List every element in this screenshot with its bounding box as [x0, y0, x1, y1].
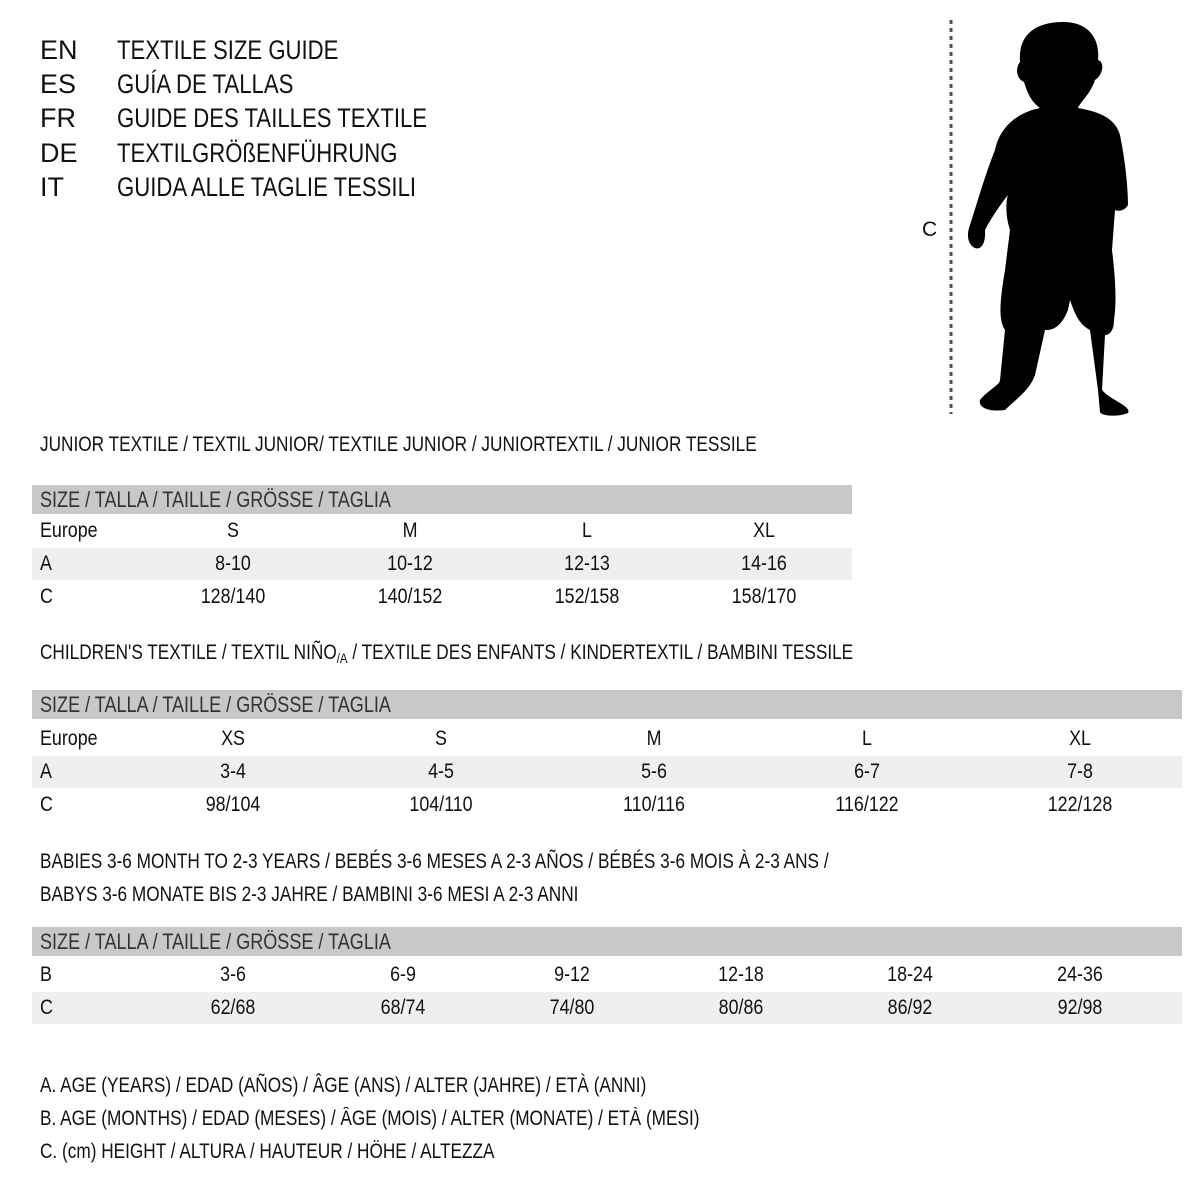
size-header-text: SIZE / TALLA / TAILLE / GRÖSSE / TAGLIA	[40, 929, 391, 954]
table-cell: 116/122	[835, 793, 899, 816]
table-cell: 4-5	[428, 760, 454, 783]
title-text: GUÍA DE TALLAS	[117, 69, 294, 99]
title-text: TEXTILE SIZE GUIDE	[117, 35, 339, 65]
table-cell: 3-4	[220, 760, 246, 783]
row-label: B	[40, 963, 52, 986]
title-text: GUIDE DES TAILLES TEXTILE	[117, 103, 428, 133]
table-cell: 3-6	[220, 963, 246, 986]
table-cell: 80/86	[718, 996, 764, 1019]
table-cell: 158/170	[731, 585, 797, 608]
table-cell: S	[227, 519, 239, 542]
title-part: / TEXTILE DES ENFANTS / KINDERTEXTIL / B…	[347, 641, 854, 664]
table-cell: 68/74	[380, 996, 426, 1019]
height-label: C	[922, 218, 938, 241]
title-subscript: /A	[336, 650, 348, 666]
junior-size-header: SIZE / TALLA / TAILLE / GRÖSSE / TAGLIA	[32, 485, 852, 514]
table-cell: 86/92	[887, 996, 933, 1019]
table-cell: M	[646, 727, 662, 750]
title-text: GUIDA ALLE TAGLIE TESSILI	[117, 172, 417, 202]
row-label: A	[40, 552, 52, 575]
table-cell: 10-12	[387, 552, 433, 575]
table-cell: XL	[753, 519, 775, 542]
babies-section-title-line2: BABYS 3-6 MONATE BIS 2-3 JAHRE / BAMBINI…	[40, 883, 579, 906]
table-cell: 152/158	[554, 585, 620, 608]
lang-code: IT	[40, 172, 64, 202]
table-row: B 3-6 6-9 9-12 12-18 18-24 24-36	[32, 959, 1182, 991]
row-label: C	[40, 793, 53, 816]
table-cell: 5-6	[641, 760, 667, 783]
table-cell: 122/128	[1047, 793, 1113, 816]
row-label: C	[40, 996, 53, 1019]
table-cell: 110/116	[623, 793, 685, 816]
table-row: Europe XS S M L XL	[32, 723, 1182, 755]
lang-code: ES	[40, 69, 77, 99]
table-cell: 6-7	[854, 760, 880, 783]
legend-c: C. (cm) HEIGHT / ALTURA / HAUTEUR / HÖHE…	[40, 1140, 495, 1163]
table-cell: 12-18	[718, 963, 764, 986]
table-cell: 140/152	[377, 585, 443, 608]
legend-a: A. AGE (YEARS) / EDAD (AÑOS) / ÂGE (ANS)…	[40, 1074, 647, 1097]
babies-section-title-line1: BABIES 3-6 MONTH TO 2-3 YEARS / BEBÉS 3-…	[40, 850, 829, 873]
children-section-title: CHILDREN'S TEXTILE / TEXTIL NIÑO/A / TEX…	[40, 637, 1032, 674]
table-cell: M	[402, 519, 418, 542]
row-label: Europe	[40, 727, 98, 750]
table-cell: 74/80	[549, 996, 595, 1019]
title-part: CHILDREN'S TEXTILE / TEXTIL NIÑO	[40, 641, 337, 664]
table-cell: 8-10	[215, 552, 251, 575]
lang-code: EN	[40, 35, 78, 65]
table-cell: L	[582, 519, 592, 542]
legend-b: B. AGE (MONTHS) / EDAD (MESES) / ÂGE (MO…	[40, 1107, 700, 1130]
table-cell: 6-9	[390, 963, 416, 986]
table-cell: 9-12	[554, 963, 590, 986]
table-cell: S	[435, 727, 447, 750]
table-cell: 104/110	[409, 793, 473, 816]
row-label: Europe	[40, 519, 98, 542]
table-cell: XL	[1069, 727, 1091, 750]
size-header-text: SIZE / TALLA / TAILLE / GRÖSSE / TAGLIA	[40, 487, 391, 512]
babies-size-header: SIZE / TALLA / TAILLE / GRÖSSE / TAGLIA	[32, 927, 1182, 956]
table-cell: 24-36	[1057, 963, 1103, 986]
table-cell: 18-24	[887, 963, 933, 986]
lang-code: FR	[40, 103, 76, 133]
size-header-text: SIZE / TALLA / TAILLE / GRÖSSE / TAGLIA	[40, 692, 391, 717]
table-row: C 128/140 140/152 152/158 158/170	[32, 581, 852, 613]
junior-section-title: JUNIOR TEXTILE / TEXTIL JUNIOR/ TEXTILE …	[40, 433, 757, 456]
table-cell: 12-13	[564, 552, 610, 575]
table-cell: 92/98	[1057, 996, 1103, 1019]
table-cell: 62/68	[210, 996, 256, 1019]
table-row: C 98/104 104/110 110/116 116/122 122/128	[32, 789, 1182, 821]
table-row: A 8-10 10-12 12-13 14-16	[32, 548, 852, 580]
table-cell: XS	[221, 727, 245, 750]
table-row: A 3-4 4-5 5-6 6-7 7-8	[32, 756, 1182, 788]
table-cell: 98/104	[205, 793, 261, 816]
table-row: C 62/68 68/74 74/80 80/86 86/92 92/98	[32, 992, 1182, 1024]
children-size-header: SIZE / TALLA / TAILLE / GRÖSSE / TAGLIA	[32, 690, 1182, 719]
table-cell: 128/140	[200, 585, 266, 608]
lang-code: DE	[40, 138, 78, 168]
title-text: TEXTILGRÖßENFÜHRUNG	[117, 138, 398, 168]
child-silhouette-icon	[949, 20, 1129, 416]
table-cell: 14-16	[741, 552, 787, 575]
row-label: A	[40, 760, 52, 783]
table-row: Europe S M L XL	[32, 515, 852, 547]
table-cell: 7-8	[1067, 760, 1093, 783]
row-label: C	[40, 585, 53, 608]
table-cell: L	[862, 727, 872, 750]
